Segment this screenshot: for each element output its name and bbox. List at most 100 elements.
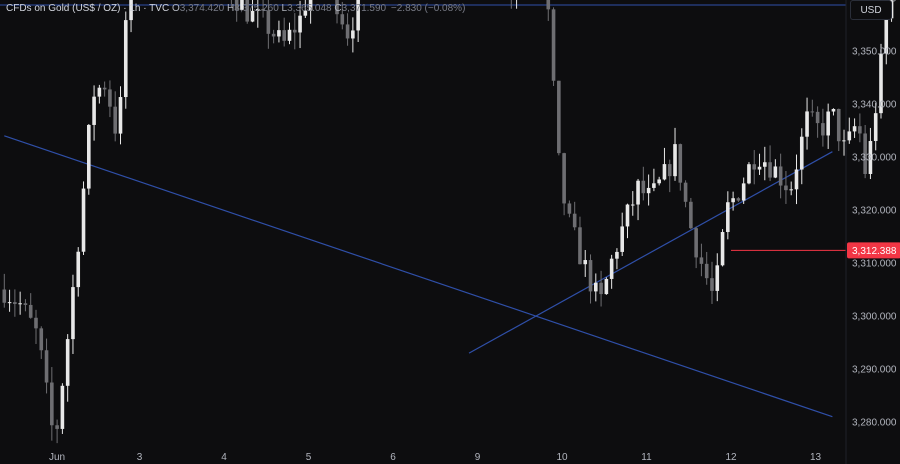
candle-body	[821, 123, 825, 136]
candle-body	[847, 131, 852, 141]
candle-body	[351, 30, 355, 39]
candle-body	[667, 164, 672, 177]
candle	[831, 108, 836, 116]
candle-body	[65, 339, 70, 386]
candle-body	[704, 263, 709, 279]
candle-body	[345, 24, 350, 39]
candle-body	[757, 166, 762, 170]
low-value: 3,365.048	[287, 3, 332, 14]
candle	[2, 273, 7, 308]
x-tick-label: Jun	[49, 452, 65, 463]
candle-body	[826, 111, 830, 136]
candle-body	[87, 124, 91, 189]
candle	[747, 162, 751, 185]
candle-body	[736, 198, 741, 201]
candle-body	[50, 382, 54, 426]
candle	[113, 91, 118, 142]
candle	[879, 43, 883, 119]
close-value: 3,371.590	[341, 3, 387, 14]
candle	[108, 80, 112, 118]
candle	[282, 17, 287, 47]
close-label: C	[334, 3, 342, 14]
candle	[694, 226, 698, 269]
candle-body	[266, 10, 271, 34]
candle-body	[615, 251, 619, 259]
candle-body	[673, 144, 677, 177]
candle-body	[726, 202, 730, 233]
candle-body	[646, 187, 651, 194]
candle	[557, 80, 561, 156]
candle-body	[594, 282, 598, 292]
trendline[interactable]	[468, 151, 833, 354]
horizontal-levels	[731, 249, 846, 251]
candle	[76, 247, 81, 297]
candle	[39, 326, 44, 359]
candle	[741, 177, 746, 204]
candle	[736, 197, 741, 202]
candle	[340, 1, 345, 30]
candle	[847, 117, 852, 144]
candle	[646, 174, 651, 206]
candle	[50, 367, 54, 441]
candle-body	[557, 80, 561, 154]
candle-body	[741, 183, 746, 201]
candle-body	[731, 198, 735, 203]
candle	[657, 176, 661, 186]
price-axis[interactable]: 3,420.0003,410.0003,400.0003,390.0003,38…	[845, 0, 900, 464]
symbol-title[interactable]: CFDs on Gold (US$ / OZ) · 1h · TVC	[6, 3, 170, 14]
candle	[277, 20, 281, 43]
candle-body	[815, 111, 820, 124]
candle	[87, 124, 91, 195]
candle	[351, 17, 355, 53]
candle-body	[546, 0, 551, 10]
candle	[689, 197, 693, 230]
trendline[interactable]	[4, 135, 833, 418]
candle-body	[28, 304, 33, 318]
currency-button[interactable]: USD	[850, 0, 892, 20]
candle	[92, 85, 96, 141]
candle	[858, 113, 862, 143]
time-axis[interactable]: Jun 3 4 5 6 9 10 11 12 13	[49, 452, 822, 463]
candle-body	[308, 0, 313, 11]
high-value: 3,375.260	[234, 3, 279, 14]
candle-body	[715, 265, 720, 291]
candle	[287, 22, 292, 45]
candle	[34, 309, 38, 344]
candle-body	[831, 108, 836, 112]
candle-body	[768, 162, 772, 178]
candle	[44, 338, 49, 394]
candle-body	[356, 0, 360, 31]
candle	[731, 191, 735, 211]
candle-body	[852, 126, 857, 132]
candle-body	[39, 328, 44, 351]
candle-body	[662, 164, 667, 180]
candle	[18, 291, 22, 315]
candle	[794, 154, 799, 205]
candle	[768, 145, 772, 182]
candle-body	[752, 164, 757, 170]
candle	[266, 0, 271, 49]
candle-body	[271, 33, 276, 37]
candle-body	[277, 30, 281, 37]
x-tick-label: 11	[641, 452, 652, 463]
candle-body	[240, 0, 244, 10]
candle	[599, 270, 603, 307]
x-tick-label: 3	[137, 452, 143, 463]
candles	[2, 0, 894, 444]
candle	[271, 29, 276, 44]
y-tick-label: 3,310.000	[852, 259, 897, 270]
low-label: L	[281, 3, 288, 14]
level-price-tag	[847, 242, 900, 259]
candle	[303, 0, 308, 18]
candle	[567, 200, 572, 218]
candle	[356, 0, 360, 43]
price-tags: 3,402.3733,312.3883,371.59025:15	[847, 242, 900, 259]
candle-body	[567, 203, 572, 214]
candle-body	[551, 9, 556, 81]
candle	[546, 0, 551, 21]
candle	[805, 97, 809, 150]
candle	[757, 153, 762, 175]
candle-body	[652, 183, 656, 188]
candle	[129, 0, 133, 33]
